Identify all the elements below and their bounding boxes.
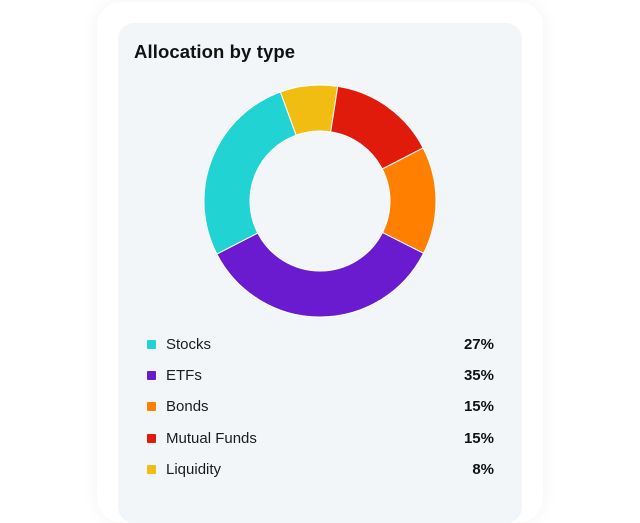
legend-item-mutual-funds[interactable]: Mutual Funds 15% (146, 423, 494, 454)
chart-legend: Stocks 27% ETFs 35% Bonds 15% Mutual Funds 15% L… (146, 329, 494, 485)
legend-swatch (147, 433, 156, 443)
donut-slice-etfs[interactable] (216, 231, 425, 318)
legend-value: 15% (463, 429, 494, 447)
legend-label: Stocks (166, 336, 212, 354)
legend-item-stocks[interactable]: Stocks 27% (146, 329, 494, 360)
legend-swatch (147, 371, 156, 381)
donut-slice-stocks[interactable] (203, 91, 297, 255)
allocation-card: Allocation by type Stocks 27% ETFs 35% Bonds… (118, 23, 522, 523)
legend-label: Mutual Funds (166, 429, 257, 447)
legend-value: 27% (463, 336, 494, 354)
legend-swatch (147, 340, 156, 350)
legend-value: 8% (472, 460, 494, 478)
legend-swatch (147, 402, 156, 412)
legend-swatch (147, 464, 156, 474)
card-title: Allocation by type (134, 41, 296, 62)
legend-label: Liquidity (166, 460, 222, 478)
legend-value: 35% (463, 367, 494, 385)
legend-value: 15% (463, 398, 494, 416)
legend-item-liquidity[interactable]: Liquidity 8% (146, 454, 494, 485)
legend-item-bonds[interactable]: Bonds 15% (146, 391, 494, 422)
legend-item-etfs[interactable]: ETFs 35% (146, 360, 494, 391)
allocation-donut-chart (203, 84, 437, 318)
legend-label: Bonds (166, 398, 209, 416)
legend-label: ETFs (166, 367, 202, 385)
